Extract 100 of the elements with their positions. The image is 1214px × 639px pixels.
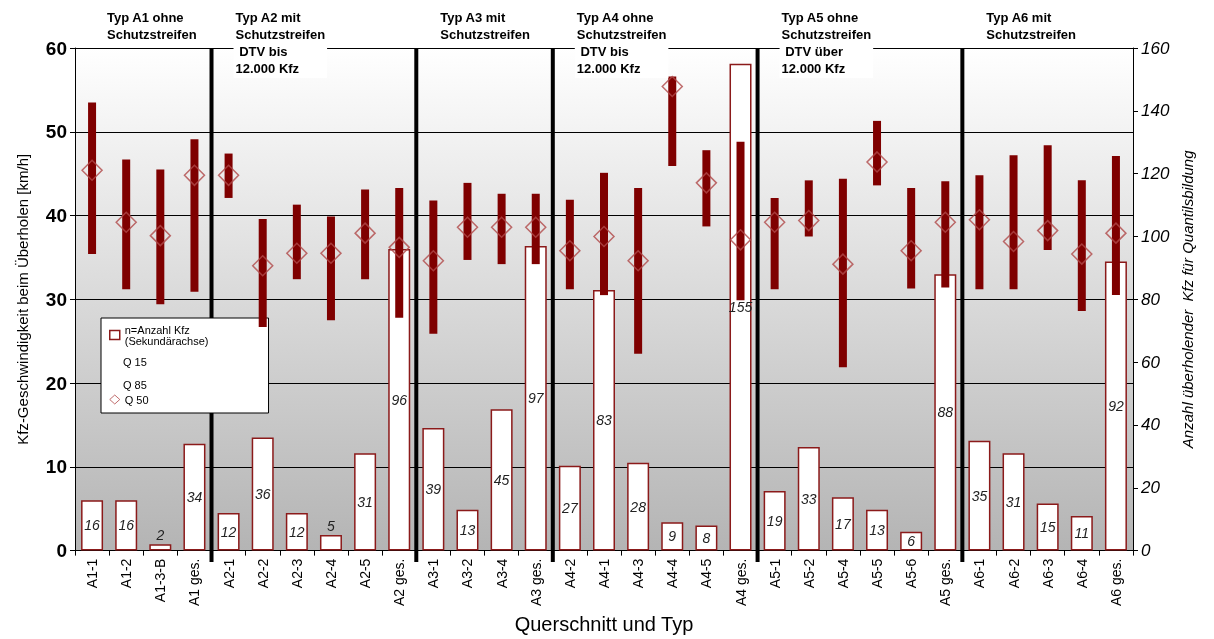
point [968,208,991,231]
point [217,164,240,187]
y2-tick-label: 120 [1141,164,1170,184]
bar [361,189,370,280]
text: Typ A3 mit Schutzstreifen [440,10,530,42]
bar [258,218,267,327]
data-label: 83 [596,412,612,429]
x-tick-label: A3-2 [459,558,476,589]
bar [456,509,479,551]
x-tick-label: A1-3-B [152,558,169,603]
bar [251,437,274,551]
y2-tick-label: 20 [1140,478,1161,498]
y2-tick-label: 0 [1141,541,1151,561]
x-tick-label: A3-4 [493,558,510,589]
bar [600,172,608,296]
bar [463,182,472,260]
annotation: Q 85 [123,378,147,391]
y-axis-title: Kfz-Geschwindigkeit beim Überholen [km/h] [14,153,31,445]
y2-tick-label: 160 [1141,38,1170,58]
data-label: 8 [702,530,711,547]
bar [149,544,172,551]
point [456,216,479,239]
x-tick-label: A3-1 [425,558,442,589]
bar [217,512,240,551]
bar [1009,155,1018,290]
point [1036,219,1059,242]
bar [702,150,711,227]
x-tick-label: A5-6 [903,558,920,589]
data-label: 2 [155,527,165,544]
bar [156,169,165,305]
point [183,164,206,187]
data-label: 16 [118,517,135,534]
bar [593,289,615,551]
point [729,229,752,251]
x-axis-title: Querschnitt und Typ [514,613,694,635]
bar [531,193,540,265]
data-label: 33 [800,490,817,507]
bar [1002,453,1025,551]
data-label: 88 [937,404,954,421]
bar [838,178,847,368]
data-label: 19 [766,512,783,529]
point [900,239,922,262]
bar [429,200,438,334]
bar [770,197,779,290]
bar [1036,503,1059,551]
x-tick-label: A3 ges. [527,558,544,607]
x-tick-label: A4-5 [698,558,715,589]
x-tick-label: A5-5 [869,558,886,589]
y-tick-label: 10 [45,456,67,478]
bar [88,102,97,255]
bar [285,512,308,551]
point [354,222,376,244]
bar [1104,261,1127,551]
data-label: 15 [1039,519,1056,536]
bar [319,534,342,551]
point [524,216,547,239]
bar [1070,516,1093,551]
bar [326,216,335,321]
x-tick-label: A6-4 [1073,558,1090,589]
y2-tick-label: 40 [1141,415,1161,435]
data-label: 13 [459,522,476,539]
x-tick-label: A5 ges. [937,558,954,607]
bar [934,274,957,551]
annotation: Typ A2 mit Schutzstreifen DTV bis 12.000 Kfz [235,10,326,76]
point [388,236,410,259]
bar [422,428,445,551]
point [832,253,854,275]
point [251,255,274,277]
bar [627,462,650,551]
bar [558,465,581,551]
x-tick-label: A5-4 [834,558,851,589]
bar [866,509,889,551]
bar [668,76,677,167]
data-label: 27 [561,500,579,517]
legend-label: n=Anzahl Kfz (Sekundärachse) [124,323,209,347]
data-label: 92 [1108,398,1124,415]
x-tick-label: A6 ges. [1107,558,1124,607]
bar [763,490,786,551]
bar [395,187,404,318]
bar [634,187,643,354]
bar [190,139,199,292]
x-tick-label: A6-2 [1005,558,1022,589]
x-tick-label: A2-2 [254,558,271,589]
x-tick-label: A1 ges. [186,558,203,607]
data-label: 6 [907,533,916,550]
y2-axis-title: Anzahl überholender Kfz für Quantilsbildung [1179,149,1197,450]
bar [497,193,506,265]
x-tick-label: A2 ges. [391,558,408,607]
data-label: 11 [1074,525,1090,542]
point [763,211,786,233]
bar [975,175,984,290]
bar [183,443,206,551]
bar [968,440,991,551]
y-tick-label: 0 [56,540,67,562]
data-label: 16 [84,517,101,534]
point [559,239,581,262]
data-label: 9 [668,528,677,545]
bar [804,180,813,237]
annotation: Typ A4 ohne Schutzstreifen DTV bis 12.000 Kfz [576,10,667,76]
y-tick-label: 40 [45,205,67,227]
